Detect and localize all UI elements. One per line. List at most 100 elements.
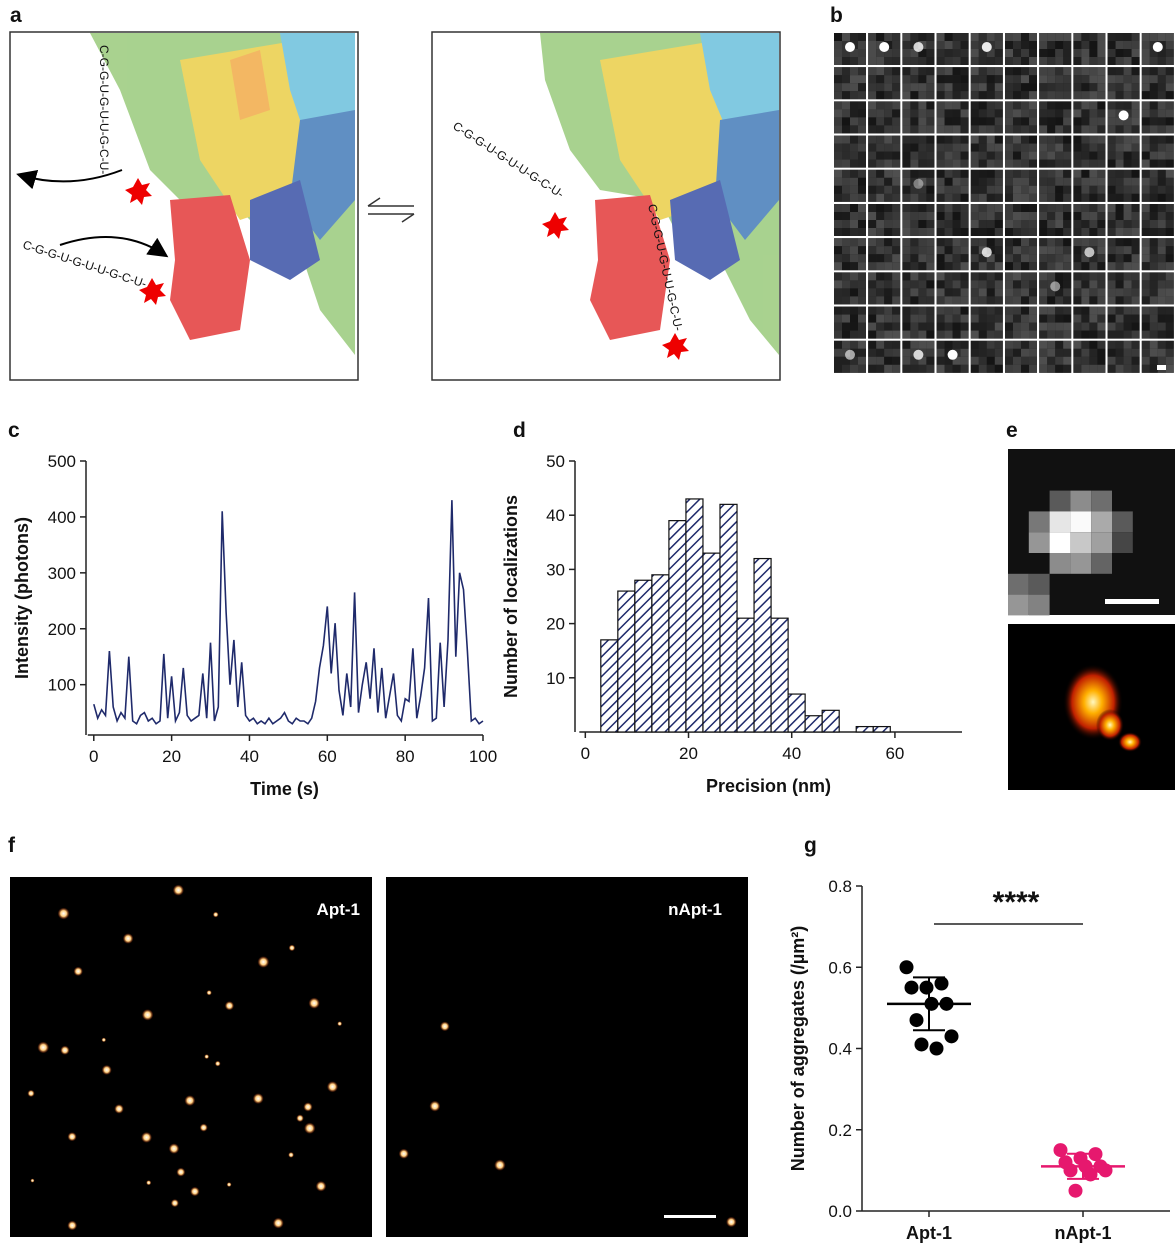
noise-pixel — [850, 152, 858, 160]
noise-pixel — [868, 288, 876, 296]
noise-pixel — [1005, 262, 1013, 270]
noise-pixel — [1047, 238, 1055, 246]
noise-pixel — [1081, 272, 1089, 280]
noise-pixel — [858, 33, 866, 41]
noise-pixel — [1166, 160, 1174, 168]
noise-pixel — [971, 125, 979, 133]
noise-pixel — [1073, 41, 1081, 49]
noise-pixel — [884, 91, 892, 99]
noise-pixel — [987, 57, 995, 65]
noise-pixel — [842, 33, 850, 41]
trace — [94, 500, 483, 724]
noise-pixel — [1013, 160, 1021, 168]
noise-pixel — [937, 101, 945, 109]
noise-pixel — [834, 49, 842, 57]
noise-pixel — [1116, 365, 1124, 373]
noise-pixel — [868, 307, 876, 315]
noise-pixel — [910, 91, 918, 99]
bar — [720, 504, 737, 732]
noise-pixel — [858, 254, 866, 262]
noise-pixel — [1005, 246, 1013, 254]
noise-pixel — [902, 136, 910, 144]
noise-pixel — [1158, 109, 1166, 117]
noise-pixel — [858, 75, 866, 83]
noise-pixel — [858, 117, 866, 125]
noise-pixel — [884, 323, 892, 331]
noise-pixel — [979, 160, 987, 168]
noise-pixel — [1158, 83, 1166, 91]
noise-pixel — [1073, 238, 1081, 246]
noise-pixel — [1039, 323, 1047, 331]
noise-pixel — [1132, 33, 1140, 41]
spot — [879, 42, 889, 52]
noise-pixel — [1097, 323, 1105, 331]
noise-pixel — [953, 170, 961, 178]
noise-pixel — [918, 238, 926, 246]
noise-pixel — [1097, 280, 1105, 288]
scale-bar — [1105, 599, 1159, 604]
noise-pixel — [1089, 212, 1097, 220]
noise-pixel — [1089, 136, 1097, 144]
noise-pixel — [1029, 83, 1037, 91]
y-axis-title: Intensity (photons) — [12, 517, 32, 679]
noise-pixel — [1116, 178, 1124, 186]
noise-pixel — [1029, 228, 1037, 236]
significance-label: **** — [993, 886, 1040, 919]
noise-pixel — [902, 117, 910, 125]
noise-pixel — [1124, 83, 1132, 91]
noise-pixel — [979, 280, 987, 288]
noise-pixel — [926, 331, 934, 339]
noise-pixel — [961, 160, 969, 168]
noise-pixel — [1132, 357, 1140, 365]
noise-pixel — [1021, 83, 1029, 91]
noise-pixel — [1150, 33, 1158, 41]
noise-pixel — [995, 49, 1003, 57]
noise-pixel — [1150, 125, 1158, 133]
noise-pixel — [1081, 170, 1089, 178]
noise-pixel — [945, 341, 953, 349]
noise-pixel — [892, 109, 900, 117]
noise-pixel — [1132, 307, 1140, 315]
noise-pixel — [1073, 109, 1081, 117]
noise-pixel — [1029, 194, 1037, 202]
spot — [225, 1001, 234, 1010]
noise-pixel — [918, 144, 926, 152]
noise-pixel — [961, 365, 969, 373]
noise-pixel — [1108, 67, 1116, 75]
noise-pixel — [1073, 357, 1081, 365]
noise-pixel — [1005, 349, 1013, 357]
noise-pixel — [1116, 212, 1124, 220]
noise-pixel — [884, 262, 892, 270]
noise-pixel — [1089, 91, 1097, 99]
noise-pixel — [842, 315, 850, 323]
spot — [913, 179, 923, 189]
noise-pixel — [858, 349, 866, 357]
noise-pixel — [1073, 280, 1081, 288]
noise-pixel — [910, 125, 918, 133]
noise-pixel — [1013, 357, 1021, 365]
noise-pixel — [1005, 220, 1013, 228]
noise-pixel — [876, 125, 884, 133]
noise-pixel — [1081, 136, 1089, 144]
noise-pixel — [1021, 178, 1029, 186]
noise-pixel — [1005, 228, 1013, 236]
noise-pixel — [1089, 288, 1097, 296]
noise-pixel — [961, 75, 969, 83]
noise-pixel — [902, 125, 910, 133]
noise-pixel — [945, 246, 953, 254]
noise-pixel — [876, 307, 884, 315]
spot — [429, 1101, 440, 1112]
noise-pixel — [937, 49, 945, 57]
spot — [204, 1054, 209, 1059]
noise-pixel — [1150, 170, 1158, 178]
noise-pixel — [953, 136, 961, 144]
panel-label: a — [10, 4, 22, 27]
spot — [206, 990, 211, 995]
noise-pixel — [1055, 109, 1063, 117]
noise-pixel — [1039, 49, 1047, 57]
noise-pixel — [961, 246, 969, 254]
spot — [67, 1221, 77, 1231]
noise-pixel — [1021, 144, 1029, 152]
noise-pixel — [1108, 331, 1116, 339]
noise-pixel — [1021, 101, 1029, 109]
